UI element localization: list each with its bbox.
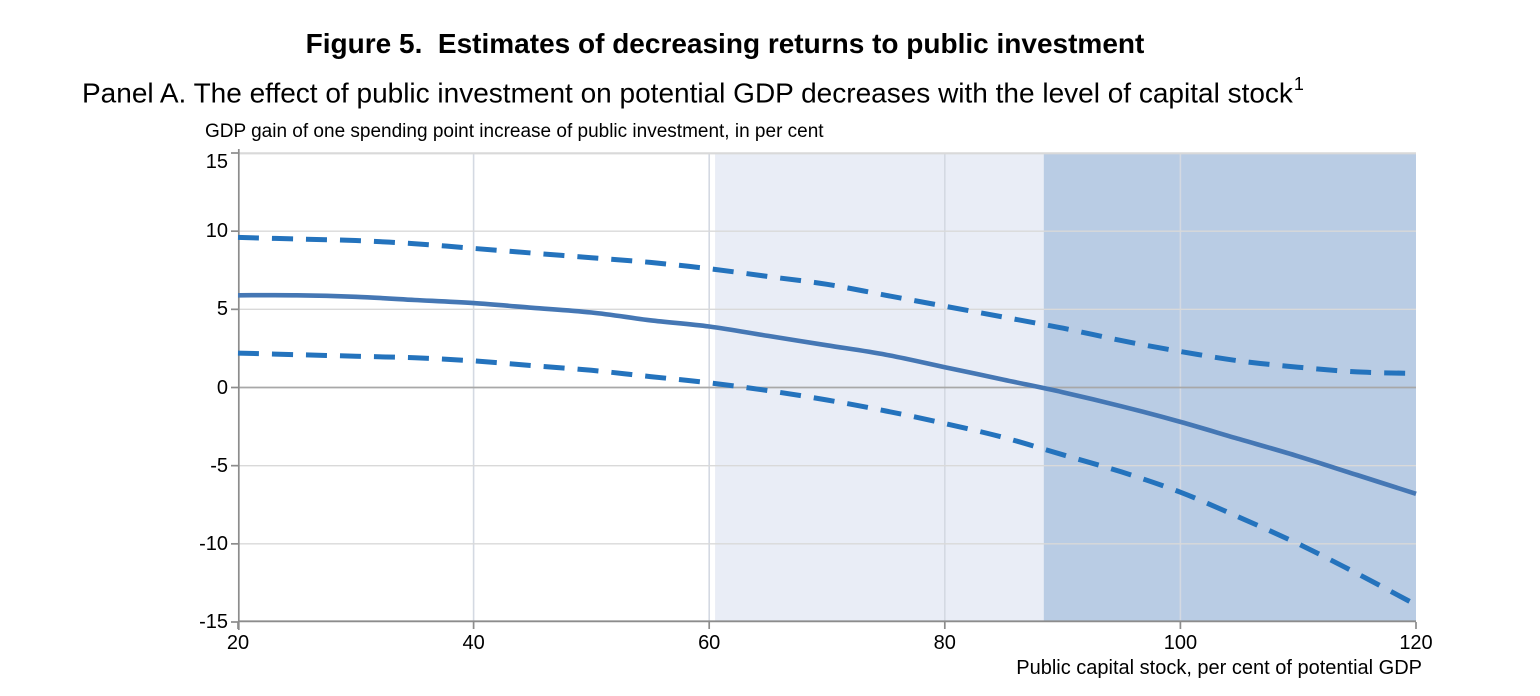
y-tick-label: 10 — [205, 220, 228, 243]
x-tick-label: 40 — [462, 632, 485, 654]
panel-a-title-text: Panel A. The effect of public investment… — [82, 77, 1293, 109]
footnote-marker: 1 — [1293, 74, 1304, 94]
plot-area — [231, 149, 1418, 630]
x-tick-label: 20 — [226, 632, 250, 654]
figure-title: Figure 5. Estimates of decreasing return… — [305, 28, 1145, 59]
y-axis-title: GDP gain of one spending point increase … — [205, 121, 824, 142]
x-tick-label: 120 — [1399, 632, 1433, 654]
y-tick-label: 15 — [205, 151, 228, 173]
x-tick-label: 80 — [933, 632, 956, 654]
y-tick-label: 5 — [216, 298, 228, 321]
y-tick-label: 0 — [216, 376, 228, 399]
x-tick-label: 60 — [698, 632, 721, 654]
series-central-estimate-line — [237, 292, 1417, 496]
series-lower-confidence-band-line — [237, 350, 1418, 608]
series-upper-confidence-band-line — [237, 234, 1417, 376]
panel-a-title: Panel A. The effect of public investment… — [82, 74, 1304, 109]
x-axis-title: Public capital stock, per cent of potent… — [1016, 657, 1422, 679]
y-tick-label: -15 — [199, 611, 228, 633]
line-chart-svg — [231, 149, 1418, 630]
x-tick-label: 100 — [1163, 632, 1198, 654]
y-tick-label: -10 — [199, 532, 228, 555]
y-tick-label: -5 — [210, 454, 228, 477]
